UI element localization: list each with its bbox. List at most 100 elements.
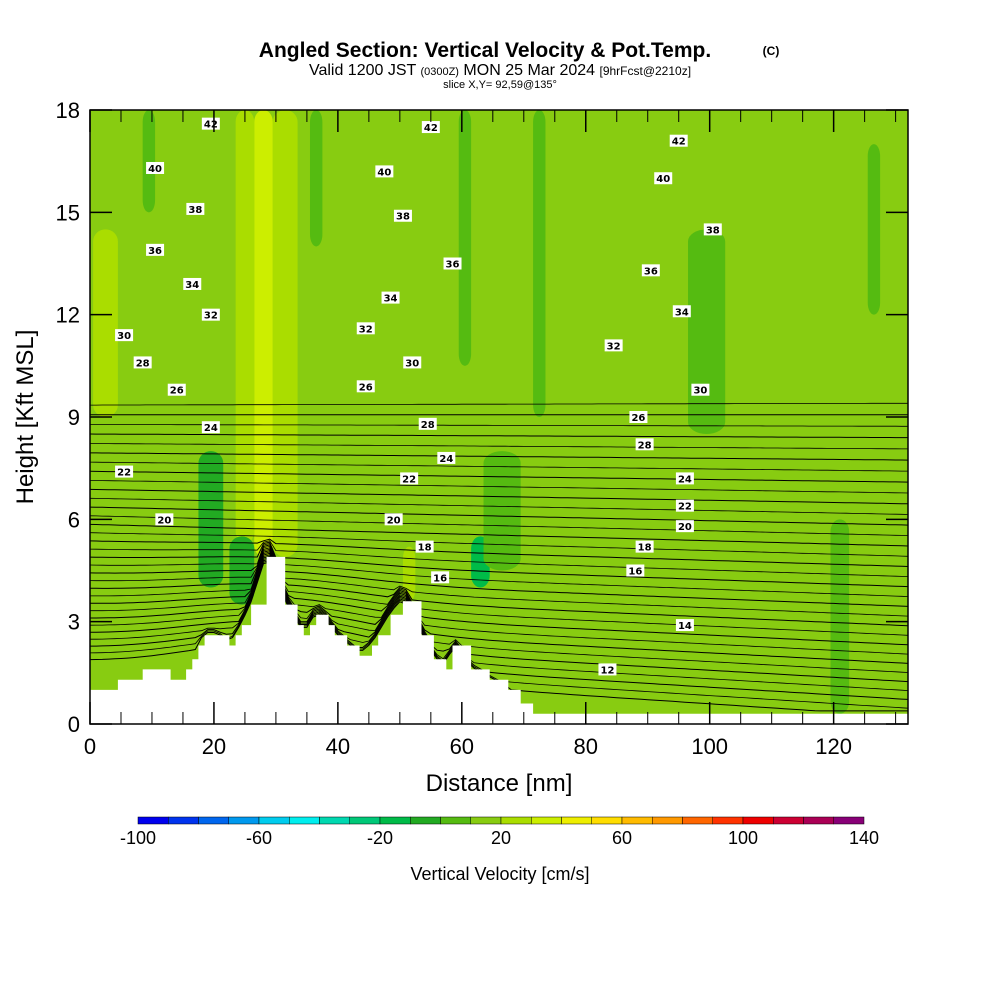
colorbar-swatch (470, 816, 502, 825)
valid-forecast: [9hrFcst@2210z] (599, 64, 691, 78)
isentrope-label: 24 (204, 423, 218, 434)
velocity-cell (483, 451, 521, 571)
isentrope-label-bg (186, 202, 205, 215)
isentrope-line (90, 402, 908, 406)
colorbar (137, 816, 865, 825)
isentrope-label-bg (201, 421, 220, 434)
isentrope-line (90, 515, 908, 536)
isentrope-line (90, 544, 908, 607)
isentrope-label-bg (115, 465, 134, 478)
isentrope-label: 26 (631, 413, 645, 424)
isentrope-label: 42 (672, 137, 686, 148)
colorbar-swatch (258, 816, 290, 825)
isentrope-label: 26 (359, 382, 373, 393)
velocity-cell (93, 229, 118, 417)
colorbar-swatch (319, 816, 350, 825)
isentrope-label: 36 (148, 246, 162, 257)
colorbar-swatch (289, 816, 320, 825)
x-tick-labels: 0 20 40 60 80 100 120 (84, 734, 852, 759)
colorbar-swatch (561, 816, 592, 825)
isentrope-label: 24 (439, 454, 453, 465)
velocity-cell (235, 110, 255, 544)
isentrope-label-bg (635, 540, 654, 553)
isentrope-label: 28 (421, 420, 435, 431)
colorbar-tick-label: -100 (120, 828, 156, 848)
colorbar-swatch (379, 816, 411, 825)
x-tick-label: 120 (815, 734, 852, 759)
isentrope-label: 36 (446, 260, 460, 271)
colorbar-swatch (712, 816, 744, 825)
isentrope-line (90, 532, 908, 557)
x-tick-label: 60 (450, 734, 474, 759)
y-tick-labels: 0 3 6 9 12 15 18 (56, 98, 80, 737)
isentrope-label-bg (703, 223, 722, 236)
isentrope-label-bg (384, 513, 403, 526)
isentrope-label-bg (654, 172, 673, 185)
colorbar-tick-label: 100 (728, 828, 758, 848)
isentrope-label-bg (418, 417, 437, 430)
isentrope-label: 20 (157, 515, 171, 526)
isentrope-line (90, 461, 908, 472)
isentrope-line (90, 443, 908, 450)
velocity-field (90, 110, 908, 724)
colorbar-tick-label: 20 (491, 828, 511, 848)
isentrope-label-bg (626, 564, 645, 577)
isentrope-label: 30 (405, 358, 419, 369)
isentrope-label-bg (421, 121, 440, 134)
isentrope-label: 32 (204, 311, 218, 322)
isentrope-label-bg (635, 438, 654, 451)
velocity-base-fill (90, 110, 908, 724)
isentrope-label: 34 (185, 280, 199, 291)
isentrope-label: 38 (706, 225, 720, 236)
velocity-cell (142, 110, 156, 213)
isentrope-line (90, 480, 908, 494)
velocity-cell (254, 110, 273, 557)
isentrope-label: 18 (638, 543, 652, 554)
x-tick-label: 40 (326, 734, 350, 759)
isentrope-label: 24 (678, 474, 692, 485)
isentrope-line (90, 552, 908, 664)
colorbar-swatch (168, 816, 199, 825)
isentrope-line (90, 433, 908, 439)
isentrope-line (90, 547, 908, 627)
isentrope-label: 34 (675, 307, 689, 318)
isentrope-line (90, 452, 908, 461)
x-tick-label: 0 (84, 734, 96, 759)
isentrope-label: 38 (188, 205, 202, 216)
velocity-cell (867, 144, 881, 315)
colorbar-swatch (591, 816, 623, 825)
isentrope-line (90, 497, 908, 515)
colorbar-swatch (500, 816, 532, 825)
terrain-profile (90, 556, 908, 724)
isentrope-label-bg (381, 291, 400, 304)
y-tick-label: 12 (56, 303, 80, 328)
isentrope-label-bg (641, 264, 660, 277)
x-tick-label: 80 (574, 734, 598, 759)
isentrope-label-bg (415, 540, 434, 553)
isentrope-label: 20 (678, 522, 692, 533)
isentrope-line (90, 523, 908, 547)
y-tick-label: 15 (56, 200, 80, 225)
valid-time-line: Valid 1200 JST (0300Z) MON 25 Mar 2024 [… (309, 62, 691, 79)
isentrope-line (90, 555, 908, 683)
isentrope-label-bg (675, 499, 694, 512)
y-axis-label: Height [Kft MSL] (12, 330, 39, 505)
y-tick-label: 3 (68, 610, 80, 635)
isentrope-label-bg (629, 411, 648, 423)
isentrope-label: 22 (678, 502, 692, 513)
x-tick-label: 100 (691, 734, 728, 759)
velocity-cell (458, 110, 472, 366)
isentrope-label: 12 (600, 665, 614, 676)
x-axis-label: Distance [nm] (426, 770, 573, 797)
valid-date: MON 25 Mar 2024 (463, 62, 595, 79)
colorbar-tick-label: 60 (612, 828, 632, 848)
isentrope-label-bg (598, 663, 617, 676)
colorbar-swatch (410, 816, 441, 825)
isentrope-label-bg (672, 305, 691, 318)
isentrope-label-bg (431, 571, 450, 584)
velocity-cell (688, 229, 726, 435)
isentrope-line (90, 538, 908, 567)
colorbar-label: Vertical Velocity [cm/s] (410, 864, 589, 884)
isentrope-label-bg (167, 383, 186, 396)
